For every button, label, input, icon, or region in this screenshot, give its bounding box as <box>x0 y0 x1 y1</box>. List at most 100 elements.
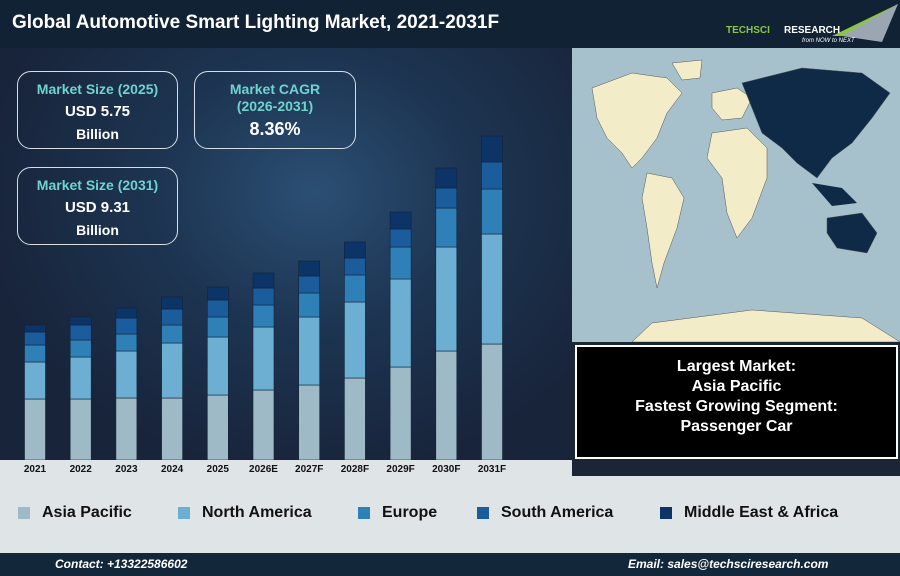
key-highlights-panel: Largest Market: Asia Pacific Fastest Gro… <box>575 345 898 459</box>
legend-item: Europe <box>358 504 437 522</box>
bar-2030F-north-america <box>435 246 458 352</box>
bar-2022-europe <box>69 339 92 358</box>
stat-unit: Billion <box>76 222 119 238</box>
bar-2029F-asia-pacific <box>389 366 412 461</box>
footer: Contact: +13322586602 Email: sales@techs… <box>0 553 900 576</box>
legend-swatch <box>18 507 30 519</box>
bar-2021-asia-pacific <box>24 398 46 461</box>
legend-item: Middle East & Africa <box>660 504 838 522</box>
bar-2022-north-america <box>69 356 92 400</box>
bar-2023-asia-pacific <box>115 397 138 461</box>
bar-2026E-south-america <box>252 287 275 306</box>
bar-2022-asia-pacific <box>69 398 92 461</box>
stat-label: Market Size (2031) <box>36 177 159 193</box>
bar-2024-europe <box>161 324 183 344</box>
legend-label: South America <box>501 504 614 521</box>
bar-2023-north-america <box>115 350 138 399</box>
bar-2031F-north-america <box>481 233 503 345</box>
bar-2024-asia-pacific <box>161 397 183 461</box>
legend-label: Europe <box>382 504 438 521</box>
contact-phone: Contact: +13322586602 <box>55 557 188 571</box>
x-tick-label: 2031F <box>478 464 506 475</box>
bar-2029F-europe <box>389 246 412 280</box>
x-tick-label: 2023 <box>115 464 138 475</box>
legend: Asia Pacific North America Europe South Ame… <box>0 476 900 553</box>
bar-2027F-middle-east-africa <box>298 260 321 277</box>
x-axis: 2021 2022 2023 2024 2025 2026E 2027F 2028F 2029F… <box>0 460 572 476</box>
bar-2027F-north-america <box>298 316 321 386</box>
largest-market-label: Largest Market: <box>676 358 797 375</box>
x-tick-label: 2026E <box>249 464 278 475</box>
bar-2028F-europe <box>344 274 366 303</box>
bar-2021-europe <box>24 344 46 363</box>
bar-2024-north-america <box>161 342 183 399</box>
techsci-logo: TECHSCI RESEARCH from NOW to NEXT <box>726 4 898 44</box>
stat-market-size-2025: Market Size (2025) USD 5.75 Billion <box>17 71 178 149</box>
legend-label: Middle East & Africa <box>684 504 839 521</box>
bar-2021-middle-east-africa <box>24 324 46 333</box>
fastest-segment-label: Fastest Growing Segment: <box>635 398 838 415</box>
stat-market-cagr: Market CAGR (2026-2031) 8.36% <box>194 71 356 149</box>
legend-swatch <box>178 507 190 519</box>
svg-text:TECHSCI: TECHSCI <box>726 25 770 36</box>
stat-value: USD 5.75 <box>64 103 131 120</box>
bar-2025-south-america <box>207 299 229 318</box>
stat-market-size-2031: Market Size (2031) USD 9.31 Billion <box>17 167 178 245</box>
bar-2030F-asia-pacific <box>435 350 458 461</box>
legend-item: Asia Pacific <box>18 504 132 522</box>
x-tick-label: 2024 <box>161 464 184 475</box>
legend-swatch <box>660 507 672 519</box>
bar-2026E-north-america <box>252 326 275 391</box>
x-tick-label: 2029F <box>386 464 414 475</box>
bar-2031F-south-america <box>481 161 503 190</box>
bar-2025-europe <box>207 316 229 338</box>
bar-2030F-south-america <box>435 187 458 209</box>
x-tick-label: 2022 <box>70 464 93 475</box>
legend-swatch <box>358 507 370 519</box>
stat-value: 8.36% <box>249 119 301 139</box>
fastest-segment-value: Passenger Car <box>680 418 793 435</box>
bar-2031F-europe <box>481 188 503 235</box>
contact-email: Email: sales@techsciresearch.com <box>628 557 829 571</box>
x-tick-label: 2030F <box>432 464 460 475</box>
world-map <box>572 48 900 342</box>
bar-2031F-middle-east-africa <box>481 135 503 163</box>
bar-2021-south-america <box>24 331 46 346</box>
bar-2025-north-america <box>207 336 229 396</box>
bar-2030F-middle-east-africa <box>435 167 458 189</box>
stat-label: Market Size (2025) <box>36 81 159 97</box>
bar-2026E-asia-pacific <box>252 389 275 461</box>
bar-2028F-south-america <box>344 257 366 276</box>
x-tick-label: 2027F <box>295 464 323 475</box>
bar-2030F-europe <box>435 207 458 248</box>
bar-2029F-north-america <box>389 278 412 368</box>
stat-unit: Billion <box>76 126 119 142</box>
bar-2029F-south-america <box>389 228 412 248</box>
bar-2022-south-america <box>69 324 92 341</box>
header: Global Automotive Smart Lighting Market,… <box>0 0 900 48</box>
bar-2026E-middle-east-africa <box>252 272 275 289</box>
page-title: Global Automotive Smart Lighting Market,… <box>12 12 500 33</box>
bar-2027F-asia-pacific <box>298 384 321 461</box>
bar-2029F-middle-east-africa <box>389 211 412 230</box>
svg-text:RESEARCH: RESEARCH <box>784 25 840 36</box>
bar-2028F-middle-east-africa <box>344 241 366 259</box>
bar-2023-middle-east-africa <box>115 307 138 319</box>
bar-2023-south-america <box>115 317 138 335</box>
legend-item: South America <box>477 504 613 522</box>
bar-2027F-south-america <box>298 275 321 294</box>
bar-2031F-asia-pacific <box>481 343 503 461</box>
stat-label: Market CAGR (2026-2031) <box>229 81 321 114</box>
legend-label: North America <box>202 504 312 521</box>
bar-2022-middle-east-africa <box>69 316 92 326</box>
bar-2024-south-america <box>161 308 183 326</box>
bar-2027F-europe <box>298 292 321 318</box>
x-tick-label: 2021 <box>24 464 47 475</box>
bar-2024-middle-east-africa <box>161 296 183 310</box>
legend-label: Asia Pacific <box>42 504 132 521</box>
legend-item: North America <box>178 504 312 522</box>
bar-2021-north-america <box>24 361 46 400</box>
bar-2025-middle-east-africa <box>207 286 229 301</box>
bar-2028F-asia-pacific <box>344 377 366 461</box>
bar-2023-europe <box>115 333 138 352</box>
